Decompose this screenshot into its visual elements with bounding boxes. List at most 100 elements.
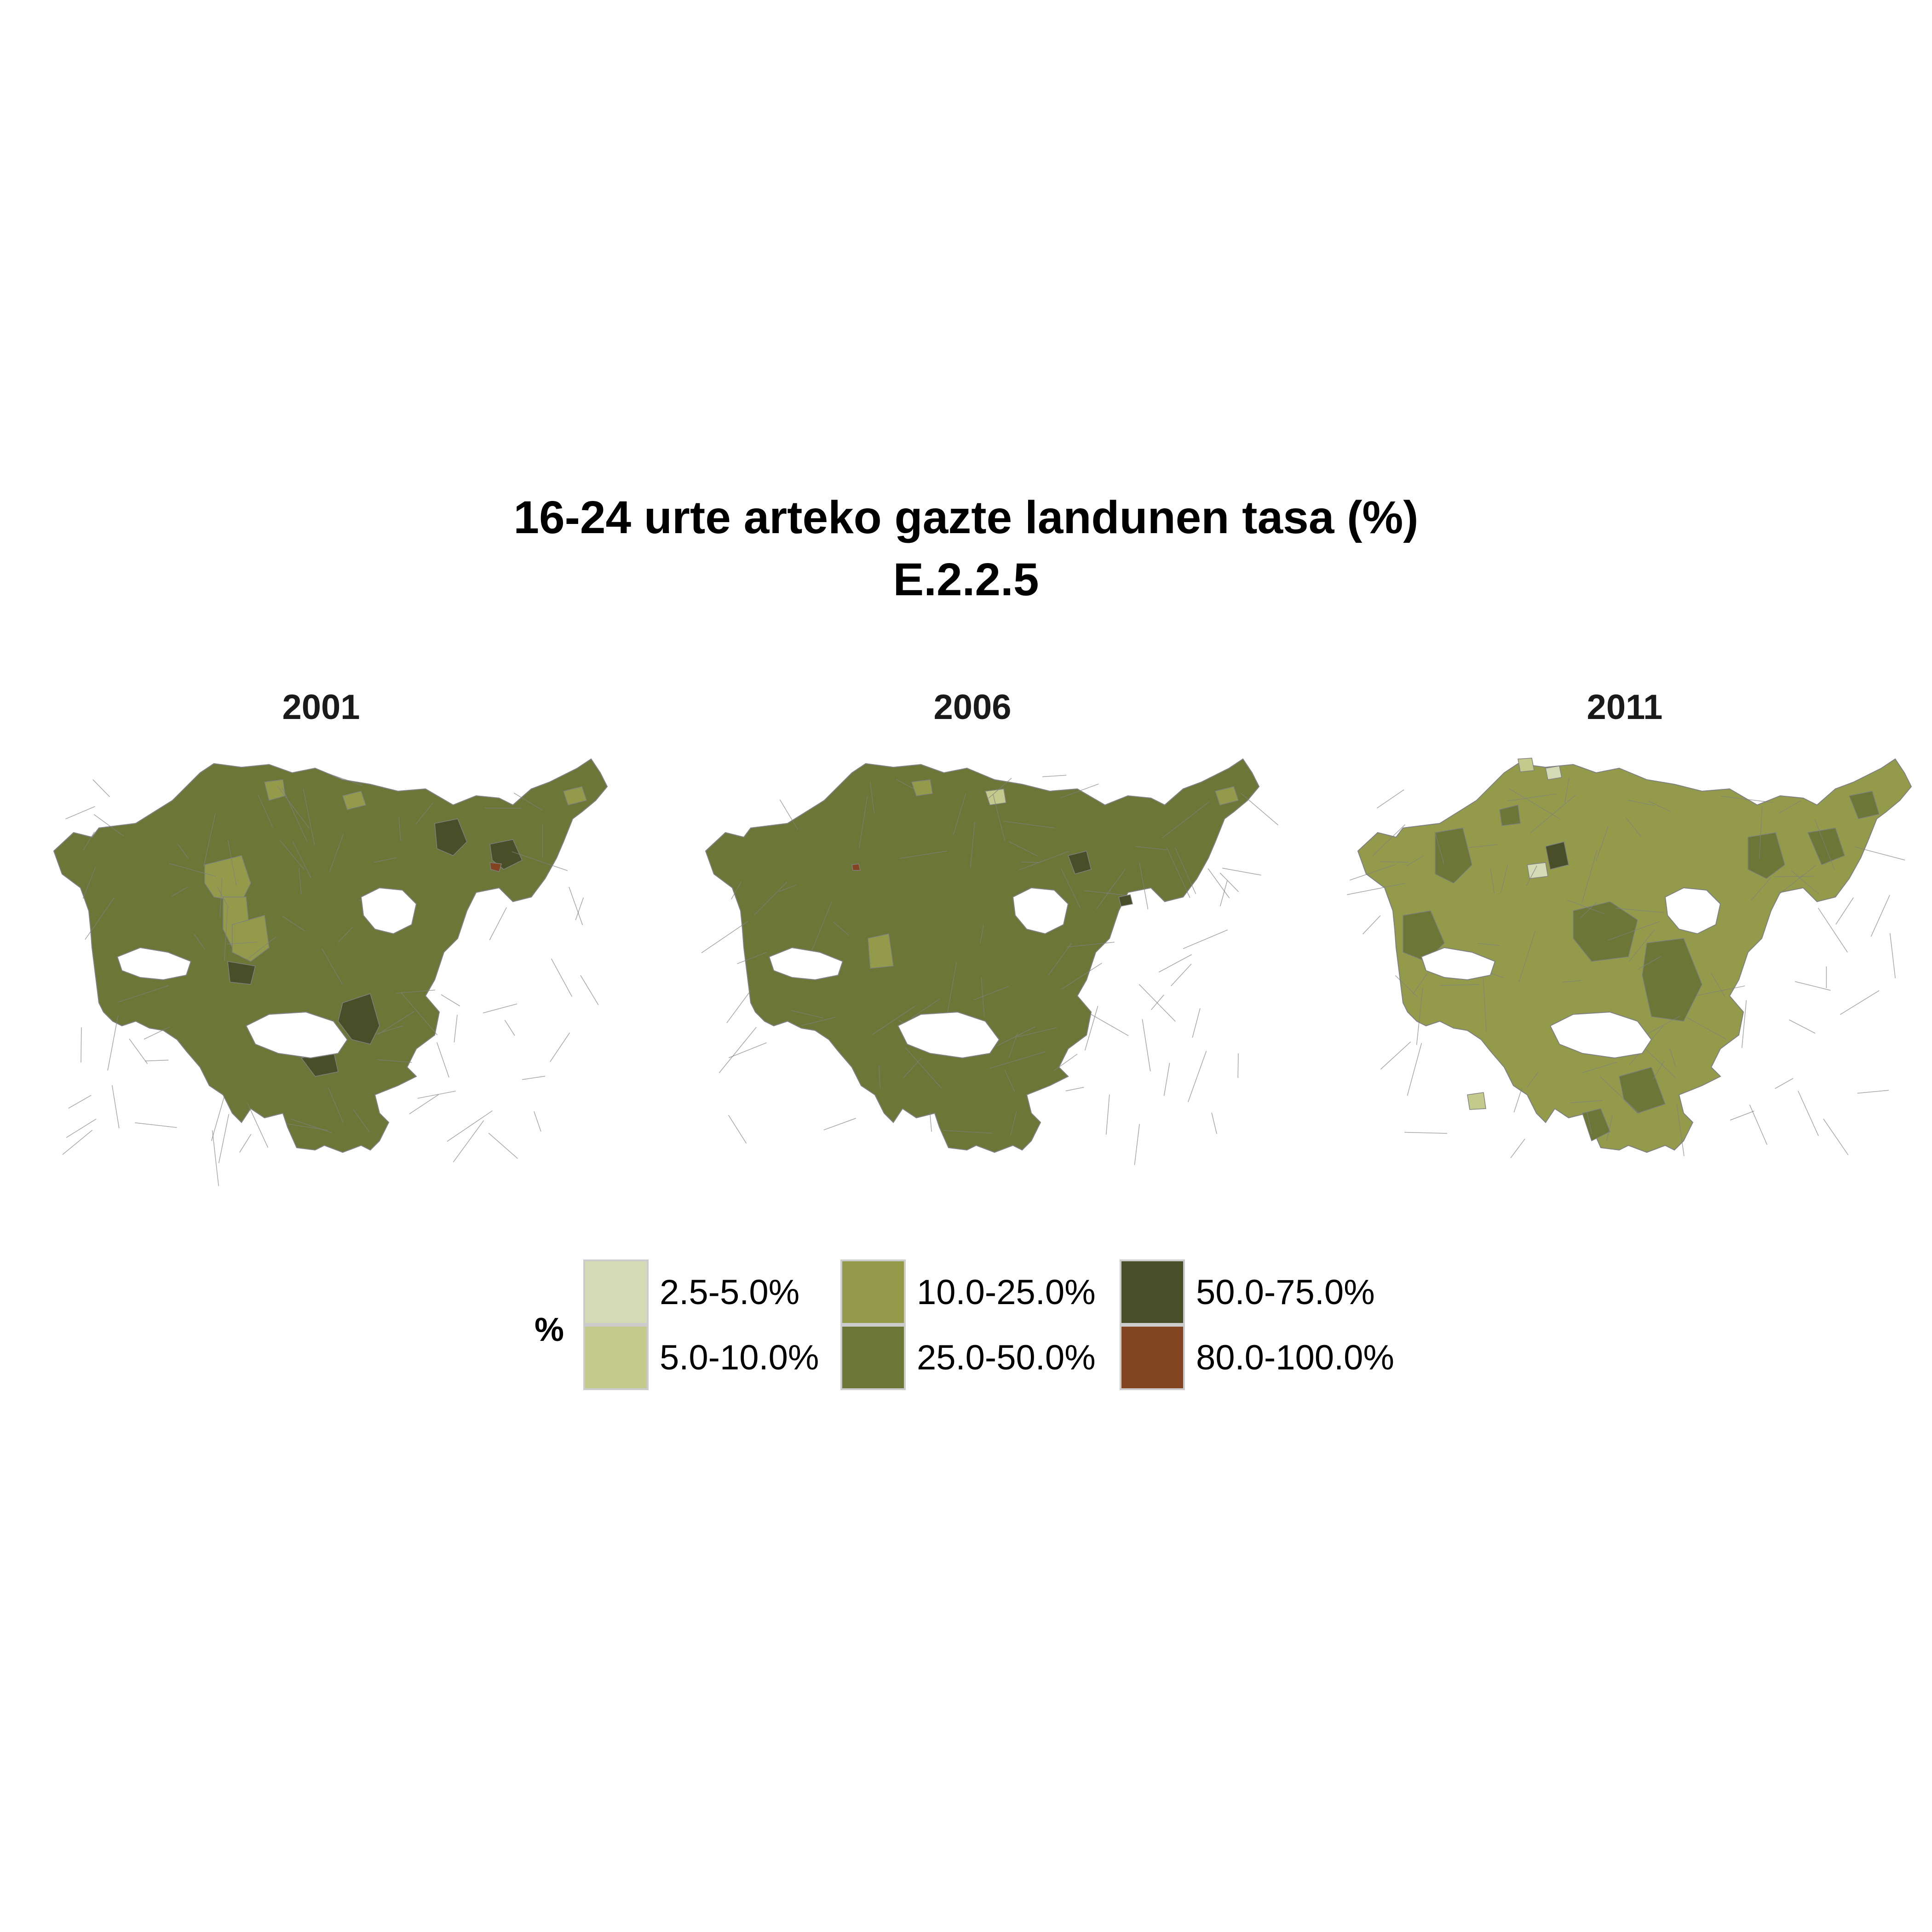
municipality-border	[896, 779, 914, 789]
municipality-border	[728, 1042, 767, 1058]
municipality-border	[953, 793, 966, 835]
municipality-border	[970, 822, 975, 868]
legend-label: 5.0-10.0%	[660, 1338, 819, 1377]
municipality-border	[997, 1026, 1036, 1046]
legend-swatch	[840, 1325, 906, 1390]
municipality-border	[1526, 865, 1537, 886]
region-outline	[53, 758, 608, 1153]
municipality-border	[973, 985, 1010, 1000]
municipality-border	[1192, 1008, 1201, 1038]
municipality-border	[1407, 1043, 1422, 1096]
municipality-border	[872, 1005, 916, 1035]
municipality-border	[1686, 1017, 1727, 1040]
municipality-area	[1642, 938, 1702, 1022]
municipality-border	[216, 886, 230, 908]
municipality-border	[211, 1097, 225, 1141]
municipality-border	[858, 796, 868, 848]
municipality-border	[1222, 868, 1261, 876]
municipality-border	[328, 1087, 344, 1123]
municipality-border	[1587, 1112, 1593, 1134]
municipality-area	[1848, 791, 1880, 819]
unmapped-area	[1012, 887, 1069, 935]
municipality-border	[353, 1109, 370, 1133]
municipality-border	[791, 1010, 824, 1019]
municipality-border	[1009, 841, 1038, 857]
municipality-border	[279, 840, 305, 870]
municipality-border	[1084, 890, 1128, 896]
legend-swatch	[1120, 1325, 1185, 1390]
municipality-border	[1478, 943, 1501, 946]
municipality-border	[1017, 1027, 1057, 1037]
municipality-border	[168, 863, 216, 877]
municipality-border	[1158, 954, 1192, 973]
panel-title-2011: 2011	[1587, 688, 1663, 727]
municipality-border	[1774, 876, 1814, 877]
municipality-area	[1582, 1108, 1610, 1142]
municipality-border	[1513, 1088, 1523, 1113]
municipality-border	[83, 832, 95, 851]
municipality-border	[1090, 1013, 1129, 1036]
municipality-area	[232, 915, 270, 962]
unmapped-area	[116, 947, 192, 981]
municipality-border	[290, 1118, 332, 1133]
municipality-border	[1749, 1104, 1768, 1145]
municipality-border	[779, 799, 799, 830]
municipality-area	[1215, 786, 1239, 805]
municipality-border	[980, 925, 984, 944]
municipality-border	[1627, 799, 1654, 806]
municipality-border	[111, 1085, 120, 1129]
municipality-border	[1652, 1060, 1665, 1080]
municipality-border	[227, 840, 237, 886]
municipality-border	[219, 878, 223, 917]
municipality-border	[1377, 789, 1404, 809]
municipality-border	[1490, 868, 1495, 893]
municipality-border	[1794, 981, 1831, 991]
municipality-border	[878, 1065, 881, 1089]
municipality-border	[929, 1111, 932, 1132]
municipality-border	[737, 952, 767, 964]
municipality-border	[1500, 864, 1508, 893]
municipality-border	[409, 1094, 439, 1115]
municipality-border	[801, 1017, 836, 1026]
municipality-border	[1628, 929, 1655, 962]
municipality-border	[93, 814, 124, 836]
choropleth-map-2011	[1347, 758, 1912, 1158]
legend-label: 80.0-100.0%	[1196, 1338, 1394, 1377]
municipality-border	[551, 958, 573, 997]
municipality-border	[1778, 865, 1817, 895]
municipality-border	[719, 1027, 757, 1073]
municipality-border	[441, 994, 460, 1006]
municipality-border	[68, 1095, 92, 1109]
municipality-border	[1742, 1000, 1747, 1048]
municipality-border	[1171, 964, 1192, 986]
municipality-border	[194, 934, 206, 950]
municipality-border	[981, 977, 985, 1017]
municipality-border	[1219, 873, 1239, 892]
municipality-border	[1857, 1090, 1889, 1094]
municipality-border	[1010, 1111, 1017, 1136]
municipality-border	[1870, 895, 1890, 937]
municipality-area	[1467, 1092, 1486, 1110]
legend-label: 2.5-5.0%	[660, 1273, 800, 1312]
municipality-border	[1669, 1048, 1676, 1067]
municipality-border	[1363, 915, 1381, 935]
municipality-border	[1606, 1114, 1613, 1141]
municipality-border	[580, 975, 599, 1005]
legend-label: 50.0-75.0%	[1196, 1273, 1375, 1312]
municipality-border	[66, 1118, 97, 1138]
municipality-border	[1139, 862, 1149, 909]
municipality-border	[299, 868, 302, 895]
municipality-border	[1721, 796, 1773, 803]
municipality-border	[779, 885, 797, 892]
municipality-border	[1570, 1100, 1604, 1104]
municipality-border	[292, 841, 312, 879]
legend-swatch	[840, 1259, 906, 1325]
municipality-border	[1483, 978, 1487, 1032]
municipality-border	[869, 782, 875, 814]
municipality-border	[1135, 846, 1167, 851]
municipality-border	[1814, 819, 1835, 871]
municipality-border	[258, 794, 273, 828]
choropleth-map-2001	[53, 758, 608, 1186]
municipality-area	[911, 779, 933, 796]
municipality-border	[1061, 963, 1102, 990]
